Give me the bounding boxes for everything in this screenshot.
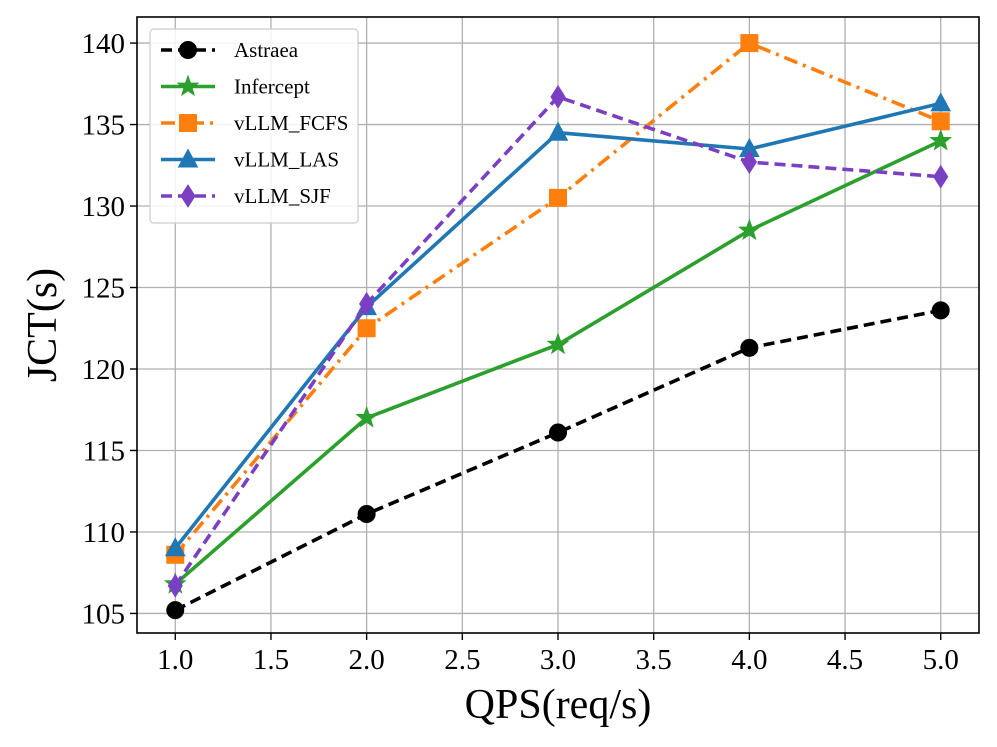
series-line xyxy=(174,308,942,612)
data-point xyxy=(549,188,567,207)
y-tick-label: 105 xyxy=(82,598,126,630)
legend-marker xyxy=(177,148,199,168)
x-tick-label: 2.0 xyxy=(349,644,385,676)
data-point xyxy=(929,128,953,151)
y-tick-label: 125 xyxy=(82,273,126,305)
legend-label: vLLM_FCFS xyxy=(234,111,348,135)
axis-ticks: 1.0 1.5 2.0 2.5 3.0 3.5 4.0 4.5 5.0 105 110 115 120 1… xyxy=(82,28,959,676)
y-tick-label: 135 xyxy=(82,110,126,142)
legend-entry: vLLM_SJF xyxy=(161,184,331,208)
y-tick-label: 110 xyxy=(83,517,125,549)
data-point xyxy=(741,150,757,174)
data-point xyxy=(359,291,375,316)
series-vllm-las xyxy=(164,92,952,557)
x-tick-label: 1.0 xyxy=(157,644,193,676)
data-point xyxy=(740,338,759,357)
data-point xyxy=(931,301,950,320)
data-point xyxy=(933,164,949,189)
y-tick-label: 120 xyxy=(82,354,126,386)
legend-marker xyxy=(179,114,197,132)
x-axis-label: QPS(req/s) xyxy=(465,682,652,728)
legend-entry: Infercept xyxy=(161,75,310,99)
x-tick-label: 3.5 xyxy=(636,644,672,676)
legend-entry: vLLM_LAS xyxy=(161,148,339,172)
y-tick-label: 130 xyxy=(82,191,126,223)
x-tick-label: 1.5 xyxy=(253,644,289,676)
data-point xyxy=(931,112,950,131)
legend-label: Astraea xyxy=(234,38,299,62)
legend-marker xyxy=(176,74,200,97)
data-point xyxy=(930,92,952,112)
data-point xyxy=(549,423,567,442)
legend-marker xyxy=(180,184,196,208)
x-tick-label: 5.0 xyxy=(923,644,959,676)
data-point xyxy=(355,405,379,428)
y-tick-label: 140 xyxy=(82,28,126,60)
data-point xyxy=(164,537,186,557)
legend-label: vLLM_LAS xyxy=(234,148,339,172)
data-point xyxy=(740,34,759,53)
legend-entry: vLLM_FCFS xyxy=(161,111,348,135)
legend-label: vLLM_SJF xyxy=(234,184,331,208)
data-point xyxy=(550,84,566,109)
y-axis-label: JCT(s) xyxy=(20,268,66,382)
series-vllm-sjf xyxy=(167,84,949,598)
x-tick-label: 4.5 xyxy=(827,644,863,676)
data-point xyxy=(166,601,185,620)
legend-marker xyxy=(179,41,197,59)
legend: Astraea Infercept vLLM_FCFS vLLM_LAS vLLM_SJ… xyxy=(149,28,359,224)
series-astraea xyxy=(166,301,950,620)
x-tick-label: 2.5 xyxy=(444,644,480,676)
legend-box xyxy=(149,28,359,224)
data-point xyxy=(547,121,569,141)
data-point xyxy=(357,319,376,338)
data-series xyxy=(163,34,953,620)
data-point xyxy=(546,332,570,355)
x-tick-label: 4.0 xyxy=(731,644,767,676)
data-point xyxy=(357,505,376,524)
data-point xyxy=(167,573,183,598)
data-point xyxy=(737,218,761,241)
legend-entry: Astraea xyxy=(161,38,299,62)
x-tick-label: 3.0 xyxy=(540,644,576,676)
series-vllm-fcfs xyxy=(166,34,950,564)
y-tick-label: 115 xyxy=(83,435,125,467)
legend-label: Infercept xyxy=(234,75,310,99)
